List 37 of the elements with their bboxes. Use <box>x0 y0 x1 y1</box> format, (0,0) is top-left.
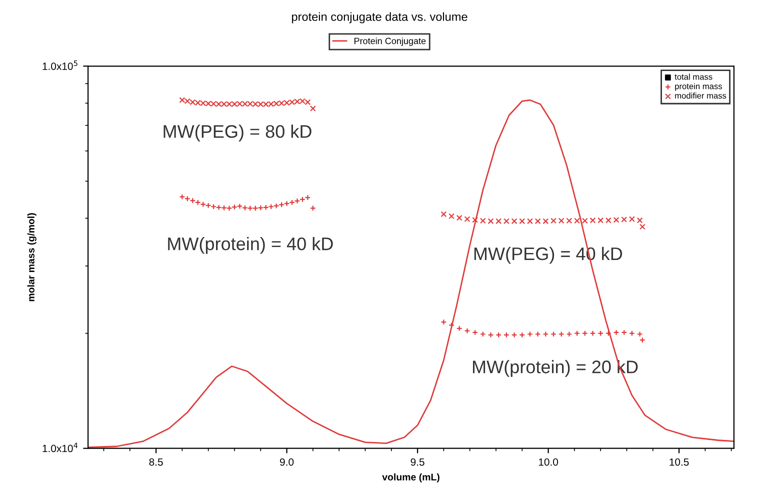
point <box>488 332 494 338</box>
legend-label: modifier mass <box>675 92 726 99</box>
point <box>636 217 643 224</box>
point <box>464 216 470 222</box>
point <box>221 204 227 211</box>
point <box>613 330 620 336</box>
x-tick-label: 10.5 <box>670 458 689 466</box>
x-tick-label: 9.0 <box>280 458 294 466</box>
point <box>310 106 316 112</box>
legend-label: Protein Conjugate <box>354 38 426 46</box>
point <box>247 205 254 212</box>
y-axis-title: molar mass (g/mol) <box>27 213 36 302</box>
x-tick-label: 9.5 <box>410 458 424 466</box>
point <box>590 330 596 336</box>
x-tick-label: 10.0 <box>538 458 558 466</box>
point <box>464 328 470 334</box>
point <box>519 332 526 338</box>
point <box>472 216 478 223</box>
point <box>205 202 212 208</box>
y-tick-label: 1.0x10$^{4}$ <box>42 442 78 452</box>
chart-title: protein conjugate data vs. volume <box>292 12 468 24</box>
point <box>236 203 243 210</box>
point <box>448 213 454 220</box>
annotation: MW(protein) = 40 kD <box>168 236 333 254</box>
legend-label: total mass <box>674 74 712 80</box>
point <box>440 211 447 218</box>
point <box>258 204 264 211</box>
point <box>621 330 628 336</box>
point <box>456 214 462 221</box>
y-tick-label: 1.0x10$^{5}$ <box>42 60 78 70</box>
point <box>511 332 518 338</box>
x-axis-title: volume (mL) <box>382 473 440 482</box>
x-tick-label: 8.5 <box>149 458 163 466</box>
annotation: MW(PEG) = 80 kD <box>164 124 312 142</box>
point <box>639 224 646 230</box>
point <box>629 330 635 336</box>
legend-label: protein mass <box>675 83 722 91</box>
